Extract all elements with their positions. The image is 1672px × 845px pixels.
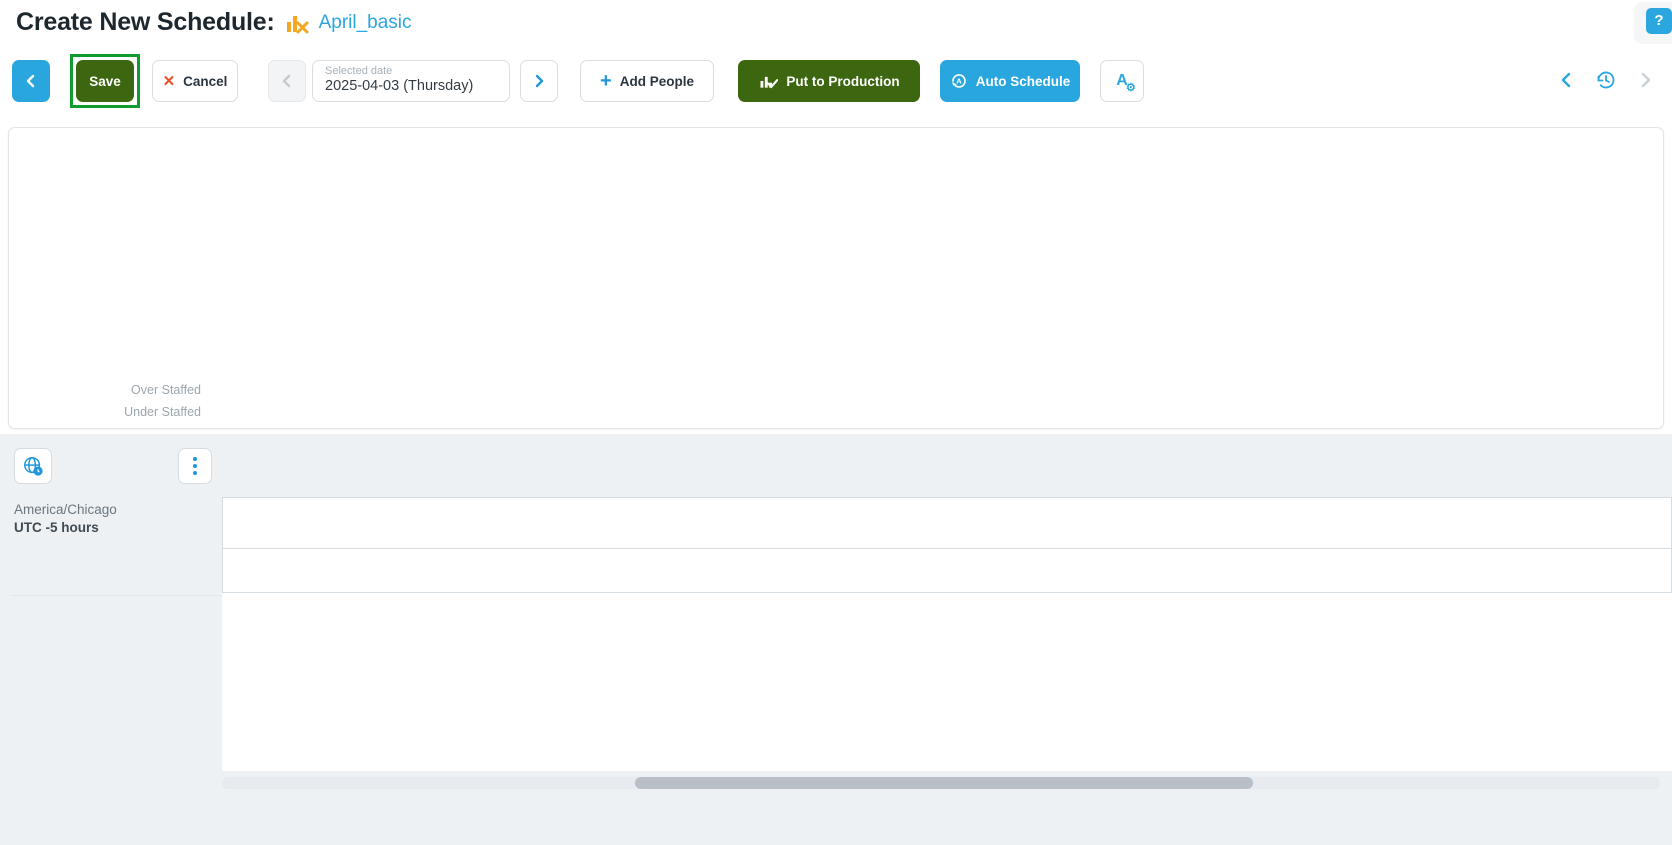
history-back-icon[interactable] xyxy=(1558,71,1576,89)
svg-text:A: A xyxy=(956,77,962,86)
globe-clock-icon xyxy=(24,457,43,476)
plus-icon: + xyxy=(600,70,612,92)
schedule-name-link[interactable]: April_basic xyxy=(318,11,412,33)
cancel-x-icon: ✕ xyxy=(162,73,176,90)
history-forward-icon[interactable] xyxy=(1636,71,1654,89)
schedule-grid-background xyxy=(222,497,1672,771)
time-axis-hours xyxy=(222,497,1672,549)
add-people-button[interactable]: + Add People xyxy=(580,60,714,102)
timezone-region: America/Chicago xyxy=(14,502,117,517)
save-button[interactable]: Save xyxy=(76,60,134,102)
agent-list-panel xyxy=(12,595,222,596)
put-to-production-button[interactable]: Put to Production xyxy=(738,60,920,102)
page-title: Create New Schedule: xyxy=(16,8,275,36)
under-staffed-label: Under Staffed xyxy=(124,405,201,419)
auto-schedule-icon: A xyxy=(951,74,966,88)
help-icon[interactable]: ? xyxy=(1646,8,1672,34)
time-axis-quarters xyxy=(222,549,1672,593)
auto-schedule-button[interactable]: A Auto Schedule xyxy=(940,60,1080,102)
scheduler-section: America/Chicago UTC -5 hours xyxy=(0,434,1672,845)
timezone-globe-button[interactable] xyxy=(14,448,52,484)
row-options-menu-button[interactable] xyxy=(178,448,212,484)
forecast-options-row xyxy=(9,128,1663,163)
production-chart-check-icon xyxy=(760,76,779,89)
forecast-bars-plot xyxy=(223,193,1663,377)
cancel-button[interactable]: ✕ Cancel xyxy=(152,60,238,102)
forecast-panel: Over Staffed Under Staffed xyxy=(8,127,1664,429)
next-date-button[interactable] xyxy=(520,60,558,102)
horizontal-scrollbar-thumb[interactable] xyxy=(635,777,1253,789)
selected-date-value: 2025-04-03 (Thursday) xyxy=(325,78,474,94)
back-button[interactable] xyxy=(12,60,50,102)
schedule-chart-icon xyxy=(286,15,309,33)
vertical-dots-icon xyxy=(193,457,197,475)
save-focus-outline: Save xyxy=(70,54,140,108)
prev-date-button[interactable] xyxy=(268,60,306,102)
over-staffed-label: Over Staffed xyxy=(131,383,201,397)
page-header-bar: Create New Schedule: April_basic xyxy=(16,8,412,37)
timezone-offset: UTC -5 hours xyxy=(14,520,99,535)
selected-date-label: Selected date xyxy=(325,65,393,77)
a-gear-icon: A ⚙ xyxy=(1116,72,1136,94)
history-clock-icon[interactable] xyxy=(1594,68,1618,92)
selected-date-field[interactable]: Selected date 2025-04-03 (Thursday) xyxy=(312,60,510,102)
horizontal-scrollbar-track[interactable] xyxy=(222,777,1660,789)
auto-schedule-settings-button[interactable]: A ⚙ xyxy=(1100,60,1144,102)
